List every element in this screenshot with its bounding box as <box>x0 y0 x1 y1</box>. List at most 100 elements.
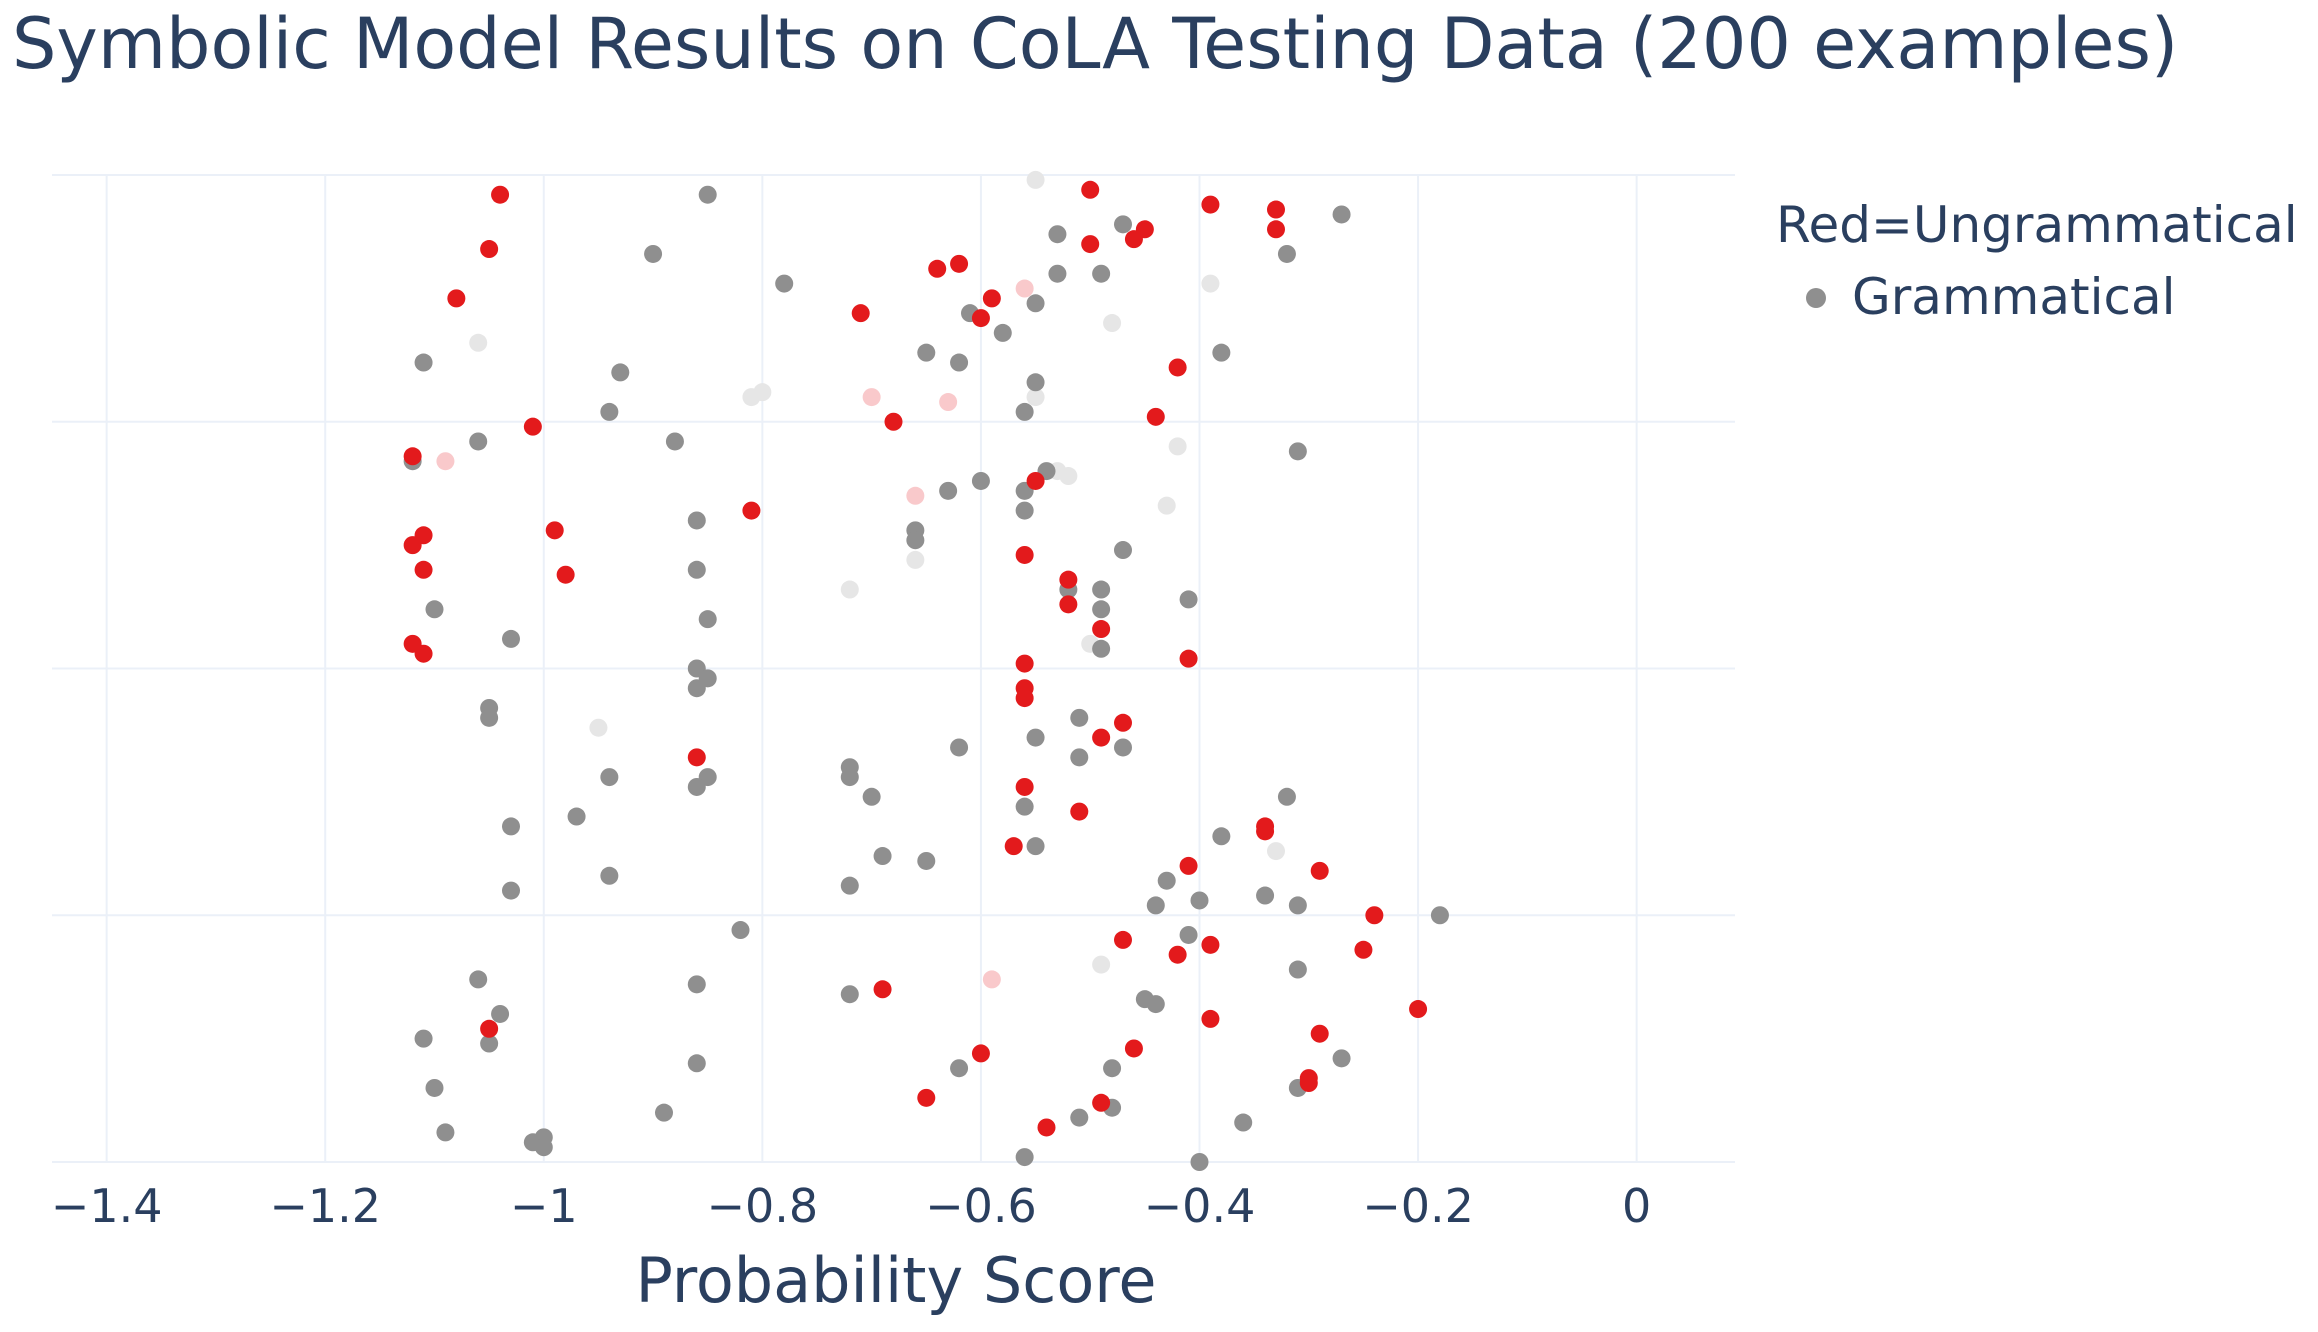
grammatical-point <box>1026 373 1045 392</box>
legend[interactable]: Red=Ungrammatical Grammatical <box>1776 196 2298 326</box>
ungrammatical-point <box>1059 595 1078 614</box>
grammatical-point <box>644 244 663 263</box>
ungrammatical-point <box>1179 649 1198 668</box>
ungrammatical-point <box>1081 235 1100 254</box>
grammatical-point <box>1092 580 1111 599</box>
x-tick-label: −1.2 <box>269 1179 381 1233</box>
grammatical-point <box>1190 891 1209 910</box>
faded-grey-point <box>589 718 608 737</box>
grammatical-point <box>840 876 859 895</box>
grammatical-point <box>1048 225 1067 244</box>
grammatical-point <box>414 1029 433 1048</box>
grammatical-point <box>1234 1113 1253 1132</box>
faded-grey-point <box>469 333 488 352</box>
grammatical-point <box>687 560 706 579</box>
grammatical-point <box>1092 639 1111 658</box>
x-tick-label: −0.8 <box>707 1179 819 1233</box>
grammatical-point <box>840 768 859 787</box>
grammatical-point <box>840 985 859 1004</box>
x-axis-label: Probability Score <box>635 1244 1156 1317</box>
ungrammatical-point <box>480 240 499 259</box>
grammatical-point <box>1332 1049 1351 1068</box>
ungrammatical-point <box>851 304 870 323</box>
legend-item-grammatical[interactable]: Grammatical <box>1852 268 2176 326</box>
ungrammatical-point <box>1168 358 1187 377</box>
grammatical-point <box>687 975 706 994</box>
faded-red-point <box>906 486 925 505</box>
x-tick-label: −0.6 <box>925 1179 1037 1233</box>
ungrammatical-point <box>1081 180 1100 199</box>
grammatical-point <box>1092 600 1111 619</box>
ungrammatical-point <box>1015 777 1034 796</box>
faded-grey-point <box>753 383 772 402</box>
grammatical-point <box>917 343 936 362</box>
grammatical-point <box>1157 871 1176 890</box>
x-axis-ticks: −1.4 −1.2 −1 −0.8 −0.6 −0.4 −0.2 0 <box>51 1179 1651 1233</box>
ungrammatical-point <box>971 1044 990 1063</box>
grammatical-point <box>1212 827 1231 846</box>
legend-marker-grammatical <box>1806 288 1826 308</box>
ungrammatical-point <box>1026 471 1045 490</box>
grammatical-point <box>862 787 881 806</box>
x-tick-label: −1 <box>510 1179 578 1233</box>
ungrammatical-point <box>1168 945 1187 964</box>
ungrammatical-point <box>1114 930 1132 949</box>
faded-red-point <box>862 388 881 407</box>
grammatical-point <box>491 1004 510 1023</box>
grammatical-point <box>655 1103 673 1122</box>
ungrammatical-point <box>1179 856 1198 875</box>
grammatical-point <box>873 847 892 866</box>
grammatical-point <box>1256 886 1275 905</box>
grammatical-point <box>906 531 925 550</box>
faded-grey-point <box>1201 274 1220 293</box>
ungrammatical-point <box>742 501 761 520</box>
ungrammatical-point <box>1310 1024 1329 1043</box>
grammatical-point <box>1015 501 1034 520</box>
faded-grey-point <box>1157 496 1176 515</box>
ungrammatical-point <box>1256 822 1275 841</box>
grammatical-point <box>469 970 488 989</box>
grammatical-point <box>1114 215 1132 234</box>
grammatical-point <box>1288 896 1307 915</box>
ungrammatical-point <box>1092 728 1111 747</box>
grammatical-point <box>414 353 433 372</box>
grammatical-point <box>502 881 520 900</box>
grammatical-point <box>1190 1153 1209 1171</box>
ungrammatical-point <box>556 565 575 584</box>
x-tick-label: −0.2 <box>1362 1179 1474 1233</box>
grammatical-point <box>469 432 488 451</box>
grammatical-point <box>1179 590 1198 609</box>
grammatical-point <box>502 817 520 836</box>
ungrammatical-point <box>884 412 903 431</box>
grammatical-point <box>600 768 619 787</box>
grammatical-point <box>611 363 630 382</box>
grammatical-point <box>502 629 520 648</box>
ungrammatical-point <box>982 289 1001 308</box>
ungrammatical-point <box>1015 545 1034 564</box>
ungrammatical-point <box>1354 940 1373 959</box>
grammatical-point <box>600 402 619 421</box>
grammatical-point <box>1146 995 1165 1014</box>
ungrammatical-point <box>1201 935 1220 954</box>
grammatical-point <box>917 851 936 870</box>
chart-title: Symbolic Model Results on CoLA Testing D… <box>12 3 2178 85</box>
faded-grey-point <box>1059 467 1078 486</box>
grammatical-point <box>1092 264 1111 283</box>
ungrammatical-point <box>523 417 542 436</box>
grammatical-point <box>1430 906 1449 925</box>
grammatical-point <box>971 471 990 490</box>
ungrammatical-point <box>491 185 510 204</box>
ungrammatical-point <box>687 748 706 767</box>
ungrammatical-point <box>1092 1093 1111 1112</box>
faded-grey-point <box>1103 314 1122 333</box>
ungrammatical-point <box>1267 220 1285 239</box>
grammatical-point <box>687 511 706 530</box>
ungrammatical-point <box>928 259 947 278</box>
x-tick-label: 0 <box>1622 1179 1651 1233</box>
faded-grey-point <box>1267 842 1285 861</box>
grammatical-point <box>1070 748 1089 767</box>
faded-grey-point <box>1168 437 1187 456</box>
ungrammatical-point <box>1267 200 1285 219</box>
legend-title: Red=Ungrammatical <box>1776 196 2298 254</box>
ungrammatical-point <box>1004 837 1023 856</box>
